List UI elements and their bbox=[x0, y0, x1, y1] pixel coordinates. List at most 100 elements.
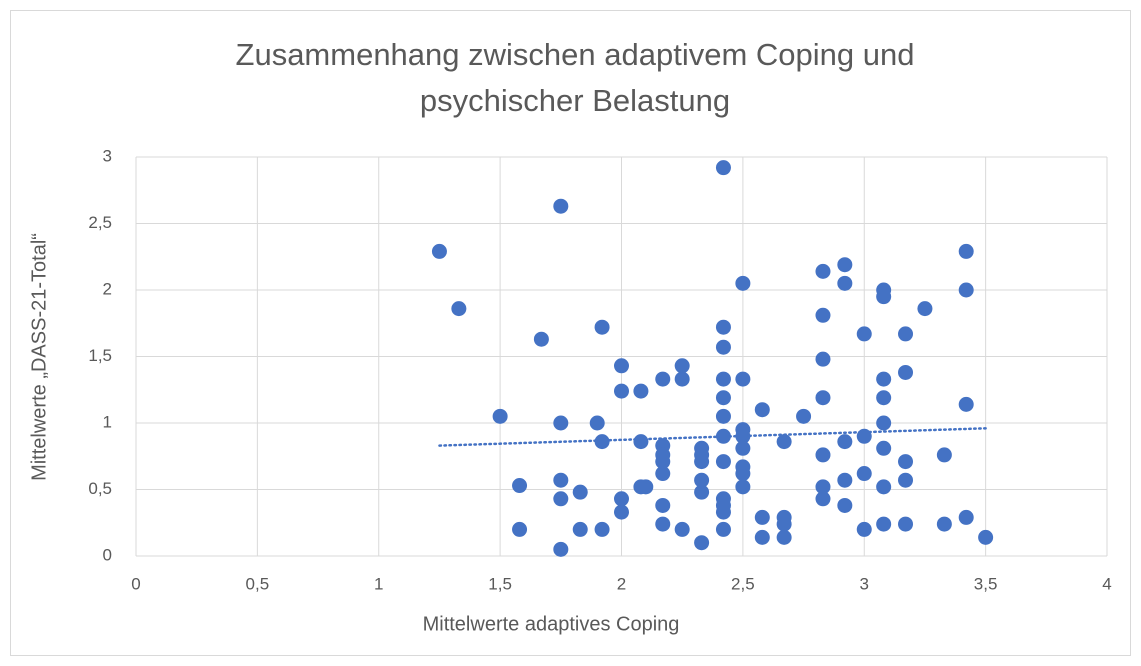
data-point bbox=[876, 371, 892, 387]
data-point bbox=[978, 529, 994, 545]
data-point bbox=[776, 516, 792, 532]
data-point bbox=[876, 415, 892, 431]
y-tick-label: 0 bbox=[103, 545, 112, 564]
data-point bbox=[876, 390, 892, 406]
data-point bbox=[715, 504, 731, 520]
data-point bbox=[715, 454, 731, 470]
data-point bbox=[876, 289, 892, 305]
data-point bbox=[553, 472, 569, 488]
data-point bbox=[856, 326, 872, 342]
data-point bbox=[815, 447, 831, 463]
data-point bbox=[694, 484, 710, 500]
data-point bbox=[958, 509, 974, 525]
data-point bbox=[694, 454, 710, 470]
data-point bbox=[815, 351, 831, 367]
data-point bbox=[735, 428, 751, 444]
chart-title: Zusammenhang zwischen adaptivem Coping u… bbox=[236, 37, 915, 72]
x-tick-label: 2 bbox=[617, 574, 626, 593]
data-point bbox=[898, 364, 914, 380]
data-point bbox=[655, 454, 671, 470]
data-point bbox=[735, 466, 751, 482]
data-point bbox=[898, 326, 914, 342]
data-point bbox=[674, 521, 690, 537]
x-tick-label: 2,5 bbox=[731, 574, 755, 593]
data-point bbox=[715, 339, 731, 355]
data-point bbox=[553, 541, 569, 557]
data-point bbox=[533, 331, 549, 347]
data-point bbox=[776, 529, 792, 545]
data-point bbox=[715, 319, 731, 335]
y-tick-label: 2 bbox=[103, 279, 112, 298]
data-point bbox=[837, 472, 853, 488]
data-point bbox=[735, 440, 751, 456]
x-tick-label: 0 bbox=[131, 574, 140, 593]
y-tick-label: 2,5 bbox=[88, 213, 112, 232]
data-point bbox=[715, 521, 731, 537]
y-tick-label: 3 bbox=[103, 146, 112, 165]
data-point bbox=[754, 402, 770, 418]
data-point bbox=[553, 491, 569, 507]
data-point bbox=[512, 478, 528, 494]
x-tick-label: 1,5 bbox=[488, 574, 512, 593]
data-point bbox=[898, 472, 914, 488]
data-point bbox=[815, 491, 831, 507]
data-point bbox=[958, 282, 974, 298]
data-point bbox=[594, 434, 610, 450]
data-point bbox=[856, 466, 872, 482]
x-axis-label: Mittelwerte adaptives Coping bbox=[423, 613, 680, 635]
data-point bbox=[655, 466, 671, 482]
data-point bbox=[876, 516, 892, 532]
data-point bbox=[715, 428, 731, 444]
data-point bbox=[754, 509, 770, 525]
x-tick-label: 1 bbox=[374, 574, 383, 593]
data-point bbox=[837, 497, 853, 513]
data-point bbox=[553, 198, 569, 214]
data-point bbox=[898, 454, 914, 470]
data-point bbox=[936, 516, 952, 532]
data-point bbox=[589, 415, 605, 431]
data-point bbox=[754, 529, 770, 545]
data-point bbox=[815, 479, 831, 495]
data-point bbox=[837, 275, 853, 291]
y-tick-label: 1 bbox=[103, 412, 112, 431]
data-point bbox=[715, 160, 731, 176]
data-point bbox=[837, 257, 853, 273]
data-point bbox=[655, 516, 671, 532]
data-point bbox=[876, 440, 892, 456]
x-tick-label: 3,5 bbox=[974, 574, 998, 593]
data-point bbox=[958, 396, 974, 412]
data-point bbox=[633, 434, 649, 450]
data-point bbox=[796, 408, 812, 424]
data-point bbox=[898, 516, 914, 532]
data-point bbox=[614, 504, 629, 520]
data-point bbox=[694, 535, 710, 551]
x-tick-label: 4 bbox=[1102, 574, 1111, 593]
data-point bbox=[715, 390, 731, 406]
y-tick-label: 0,5 bbox=[88, 479, 112, 498]
data-point bbox=[735, 479, 751, 495]
data-point bbox=[594, 521, 610, 537]
data-point bbox=[715, 408, 731, 424]
data-point bbox=[815, 307, 831, 323]
data-point bbox=[815, 263, 831, 279]
data-point bbox=[876, 479, 892, 495]
data-point bbox=[917, 301, 933, 317]
data-point bbox=[856, 521, 872, 537]
data-point bbox=[655, 497, 671, 513]
data-point bbox=[594, 319, 610, 335]
data-point bbox=[776, 434, 792, 450]
y-axis-label: Mittelwerte „DASS-21-Total“ bbox=[28, 233, 50, 481]
data-point bbox=[572, 484, 588, 500]
data-point bbox=[553, 415, 569, 431]
y-tick-label: 1,5 bbox=[88, 346, 112, 365]
data-point bbox=[735, 275, 751, 291]
data-point bbox=[638, 479, 654, 495]
data-point bbox=[856, 428, 872, 444]
data-point bbox=[614, 383, 629, 399]
data-point bbox=[492, 408, 508, 424]
x-tick-label: 3 bbox=[860, 574, 869, 593]
data-point bbox=[614, 491, 629, 507]
x-tick-label: 0,5 bbox=[246, 574, 270, 593]
trendline bbox=[438, 427, 987, 447]
